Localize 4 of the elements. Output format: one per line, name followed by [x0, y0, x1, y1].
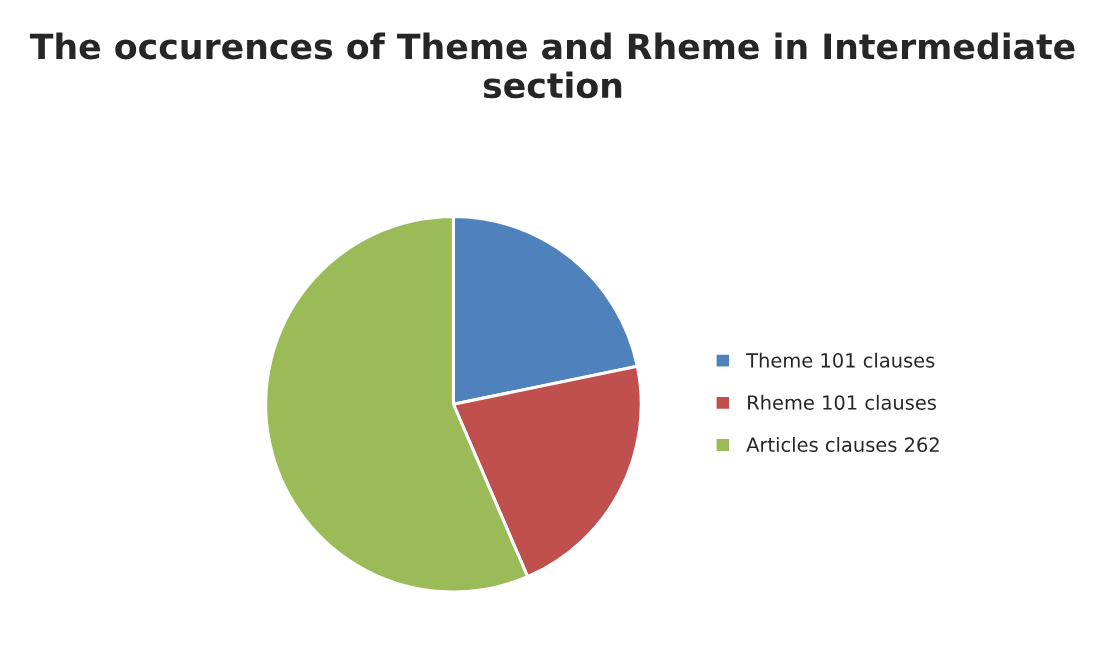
chart-title: The occurences of Theme and Rheme in Intermediate section	[29, 32, 1075, 99]
legend-label: Rheme 101 clauses	[748, 394, 936, 410]
legend-label: Articles clauses 262	[746, 436, 939, 453]
legend-label: Theme 101 clauses	[746, 352, 935, 368]
